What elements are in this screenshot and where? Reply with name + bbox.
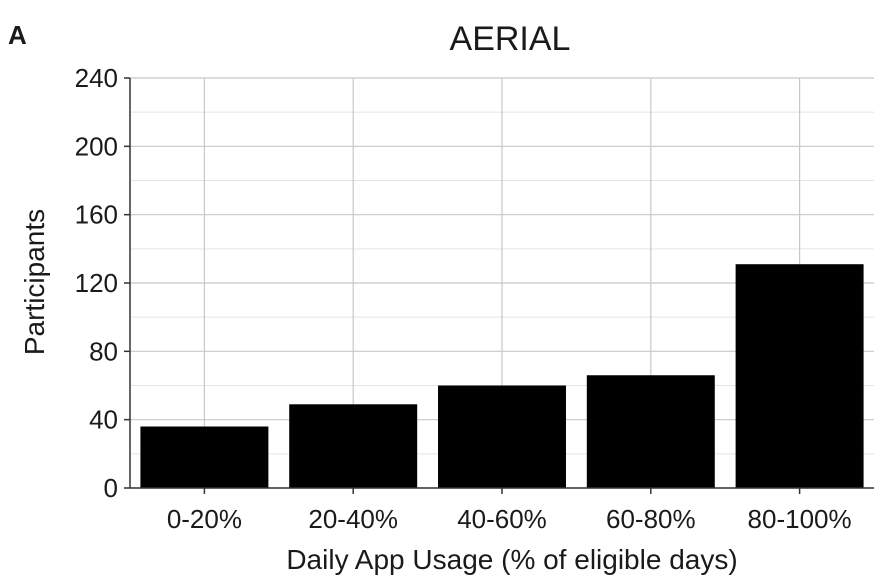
axes (124, 77, 874, 494)
x-axis-label: Daily App Usage (% of eligible days) (286, 544, 737, 575)
bar-20-40% (289, 404, 418, 488)
x-tick-label: 0-20% (167, 504, 242, 534)
x-tick-label: 60-80% (606, 504, 696, 534)
y-tick-label: 240 (75, 63, 118, 93)
y-tick-label: 40 (89, 405, 118, 435)
y-tick-label: 200 (75, 131, 118, 161)
x-tick-label: 20-40% (308, 504, 398, 534)
x-tick-labels: 0-20% 20-40% 40-60% 60-80% 80-100% (167, 504, 852, 534)
y-tick-label: 160 (75, 200, 118, 230)
y-tick-label: 80 (89, 336, 118, 366)
y-tick-label: 0 (104, 473, 118, 503)
bar-0-20% (140, 426, 269, 488)
x-tick-label: 80-100% (748, 504, 852, 534)
y-tick-label: 120 (75, 268, 118, 298)
bar-40-60% (438, 385, 566, 488)
bars (140, 264, 864, 488)
bar-80-100% (735, 264, 864, 488)
bar-60-80% (586, 375, 715, 488)
chart-title: AERIAL (450, 20, 571, 58)
panel-label: A (8, 20, 27, 50)
y-axis-label: Participants (19, 209, 50, 355)
y-tick-labels: 0 40 80 120 160 200 240 (75, 63, 118, 503)
x-tick-label: 40-60% (457, 504, 547, 534)
